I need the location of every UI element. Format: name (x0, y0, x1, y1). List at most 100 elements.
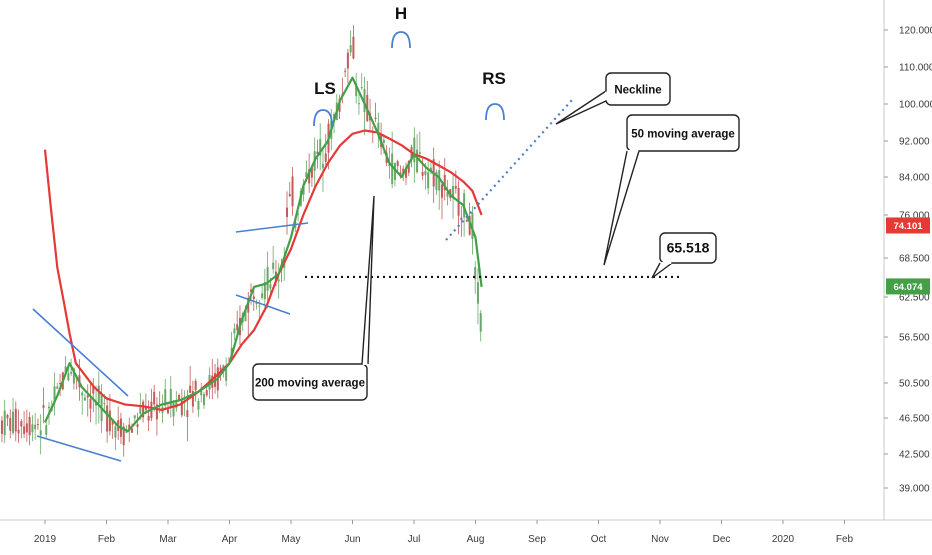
candle-body (164, 389, 167, 406)
candle-body (47, 406, 50, 409)
x-tick-label: Feb (836, 534, 854, 545)
callout-box (252, 363, 368, 401)
candle-body (172, 402, 175, 417)
candle-body (122, 426, 125, 446)
candle-body (191, 391, 194, 407)
candle-body (297, 213, 300, 215)
callout-label: 65.518 (667, 240, 710, 256)
candle-body (363, 89, 366, 112)
candle-body (460, 217, 463, 221)
candle-body (167, 409, 169, 414)
candle-body (255, 303, 258, 305)
candle-body (374, 117, 377, 120)
price-badge-label: 64.074 (893, 282, 923, 293)
candle-body (111, 419, 114, 425)
x-tick-label: May (282, 534, 301, 545)
candle-body (23, 426, 26, 434)
candle-body (186, 410, 189, 418)
candle-body (39, 430, 42, 436)
candle-body (454, 185, 457, 189)
candle-body (114, 426, 117, 438)
x-tick-label: 2020 (772, 534, 795, 545)
candle-body (310, 167, 313, 178)
candle-body (219, 367, 222, 370)
candle-body (377, 122, 380, 135)
candle-body (155, 404, 158, 420)
candle-body (277, 279, 280, 282)
candle-body (346, 52, 349, 69)
candle-body (42, 405, 45, 408)
candle-body (233, 328, 236, 334)
candle-body (72, 368, 75, 384)
candle-body (388, 164, 391, 166)
x-tick-label: 2019 (34, 534, 57, 545)
candle-body (142, 401, 145, 418)
candle-body (31, 424, 34, 433)
candle-body (407, 160, 410, 173)
candle-body (244, 309, 247, 322)
candle-body (352, 36, 355, 59)
flag-upper-line (235, 222, 309, 233)
plot-area (0, 25, 682, 462)
callout-label: 200 moving average (255, 378, 365, 390)
callout-pointer (651, 262, 673, 279)
candle-body (333, 114, 336, 119)
flag-lower-line (235, 294, 291, 315)
candle-body (391, 153, 394, 185)
candle-body (136, 424, 139, 428)
candle-body (288, 194, 291, 197)
x-tick-label: Nov (651, 534, 669, 545)
y-tick-label: 56.500 (899, 333, 930, 344)
candle-body (59, 383, 62, 385)
candle-body (396, 161, 399, 166)
candle-body (131, 428, 134, 433)
candle-body (25, 423, 28, 433)
candle-body (89, 398, 92, 409)
pattern-arc (391, 31, 411, 49)
neckline (445, 99, 573, 241)
candle-body (28, 416, 31, 436)
callout-label: 50 moving average (631, 129, 735, 141)
candle-body (402, 168, 405, 175)
candle-body (446, 192, 449, 197)
candle-body (250, 289, 253, 292)
candle-body (261, 293, 264, 298)
candle-body (291, 176, 294, 207)
candle-body (382, 139, 385, 144)
candle-body (225, 368, 228, 381)
candle-body (197, 400, 200, 410)
pattern-arc (313, 109, 333, 127)
candle-body (133, 415, 136, 419)
x-tick-label: Aug (467, 534, 485, 545)
candle-body (97, 385, 100, 404)
candle-body (153, 391, 156, 405)
x-tick-label: Dec (713, 534, 731, 545)
y-tick-label: 100.000 (899, 100, 932, 111)
candle-body (36, 424, 39, 426)
candle-body (272, 262, 275, 270)
y-tick-label: 39.000 (899, 484, 930, 495)
pattern-label: H (395, 4, 407, 23)
candle-body (286, 207, 289, 218)
wedge-upper-line (32, 308, 129, 397)
candle-body (6, 414, 9, 419)
callout-box (659, 232, 717, 264)
candle-body (393, 162, 396, 181)
candle-body (200, 389, 203, 396)
candle-body (108, 410, 111, 432)
callout-box (626, 114, 740, 152)
candle-body (70, 371, 73, 374)
candle-body (147, 416, 150, 421)
y-tick-label: 42.500 (899, 450, 930, 461)
candle-body (424, 171, 427, 175)
pattern-label: RS (482, 69, 506, 88)
callout-pointer (555, 90, 607, 125)
candle-body (452, 186, 455, 198)
y-tick-label: 76.000 (899, 211, 930, 222)
candle-body (252, 296, 255, 300)
candle-body (357, 103, 360, 105)
candle-body (81, 392, 84, 396)
x-tick-label: Jul (408, 534, 421, 545)
x-tick-label: Oct (591, 534, 607, 545)
